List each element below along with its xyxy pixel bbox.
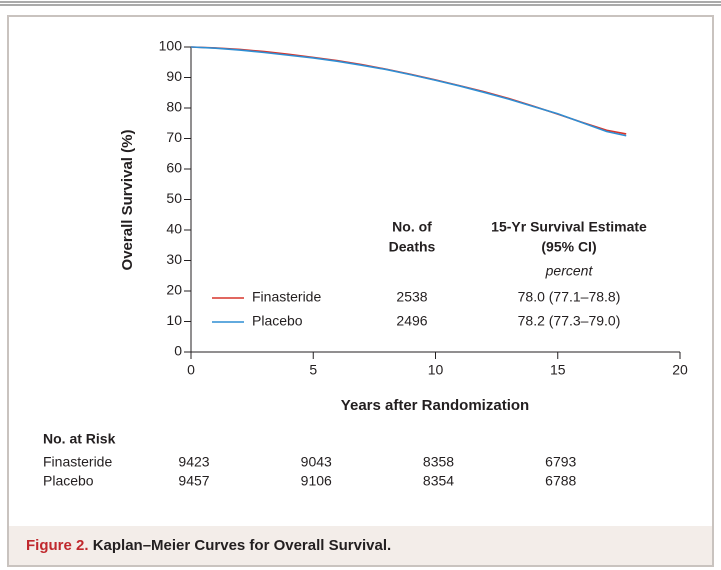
at-risk-value: 8358 [423, 454, 454, 470]
at-risk-value: 9106 [301, 473, 332, 489]
caption-band [9, 526, 712, 565]
at-risk-value: 6788 [545, 473, 576, 489]
y-tick-label: 60 [166, 160, 182, 176]
deaths-header: No. of [392, 219, 432, 235]
y-tick-label: 90 [166, 68, 182, 84]
legend-label: Finasteride [252, 289, 321, 305]
x-axis-label: Years after Randomization [341, 397, 529, 414]
x-tick-label: 5 [309, 362, 317, 378]
caption: Figure 2. Kaplan–Meier Curves for Overal… [26, 537, 391, 554]
at-risk-value: 9043 [301, 454, 332, 470]
estimate-header: (95% CI) [541, 239, 596, 255]
estimate-header: 15-Yr Survival Estimate [491, 219, 647, 235]
estimate-value: 78.2 (77.3–79.0) [518, 313, 621, 329]
at-risk-value: 8354 [423, 473, 454, 489]
legend-label: Placebo [252, 313, 303, 329]
at-risk-label: Placebo [43, 473, 94, 489]
y-axis-label: Overall Survival (%) [119, 130, 136, 271]
deaths-value: 2496 [396, 313, 427, 329]
y-tick-label: 30 [166, 251, 182, 267]
x-tick-label: 10 [428, 362, 444, 378]
y-tick-label: 80 [166, 99, 182, 115]
x-tick-label: 0 [187, 362, 195, 378]
y-tick-label: 70 [166, 129, 182, 145]
figure-caption: Kaplan–Meier Curves for Overall Survival… [93, 537, 391, 554]
unit-label: percent [545, 263, 594, 279]
figure-label: Figure 2. [26, 537, 89, 554]
estimate-value: 78.0 (77.1–78.8) [518, 289, 621, 305]
y-tick-label: 20 [166, 282, 182, 298]
x-tick-label: 15 [550, 362, 566, 378]
deaths-header: Deaths [389, 239, 436, 255]
at-risk-value: 6793 [545, 454, 576, 470]
x-tick-label: 20 [672, 362, 688, 378]
at-risk-value: 9423 [178, 454, 209, 470]
y-tick-label: 100 [159, 38, 183, 54]
at-risk-title: No. at Risk [43, 431, 116, 447]
figure-frame [7, 15, 714, 567]
y-tick-label: 40 [166, 221, 182, 237]
y-tick-label: 10 [166, 312, 182, 328]
at-risk-value: 9457 [178, 473, 209, 489]
deaths-value: 2538 [396, 289, 427, 305]
at-risk-label: Finasteride [43, 454, 112, 470]
survival-curve [190, 46, 627, 137]
y-tick-label: 0 [174, 343, 182, 359]
y-tick-label: 50 [166, 190, 182, 206]
